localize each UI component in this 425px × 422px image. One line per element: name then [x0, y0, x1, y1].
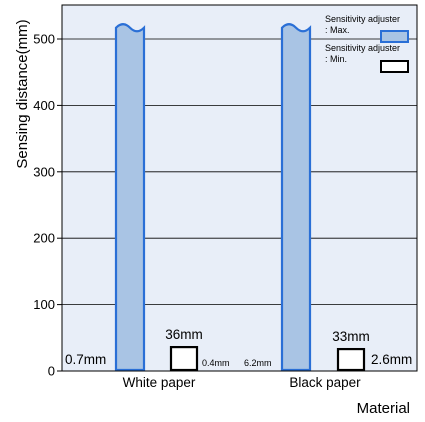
- category-label-0: White paper: [123, 375, 196, 390]
- legend-text: Sensitivity adjuster: [325, 14, 400, 24]
- y-axis-title: Sensing distance(mm): [14, 19, 31, 168]
- bar-min-0: [169, 345, 199, 372]
- black-min-low-label: 2.6mm: [371, 352, 412, 367]
- y-tick-label: 100: [33, 297, 55, 312]
- category-labels: White paper Black paper: [123, 375, 362, 390]
- y-tick-label: 200: [33, 231, 55, 246]
- bar-max-1: [280, 23, 312, 372]
- legend-text: : Min.: [325, 54, 347, 64]
- legend-swatch-1: [380, 60, 409, 73]
- legend-text: : Max.: [325, 25, 350, 35]
- black-max-low-label: 6.2mm: [244, 358, 272, 368]
- bar-max-0: [114, 23, 146, 372]
- data-labels: 36mm 33mm 0.7mm 0.4mm 6.2mm 2.6mm: [65, 327, 412, 368]
- y-axis-ticks: 0 100 200 300 400 500: [33, 32, 62, 379]
- y-tick-label: 500: [33, 32, 55, 47]
- legend: Sensitivity adjuster: Max.Sensitivity ad…: [325, 14, 409, 73]
- y-tick-label: 300: [33, 164, 55, 179]
- white-max-low-label: 0.7mm: [65, 352, 106, 367]
- y-tick-label: 400: [33, 98, 55, 113]
- bar-min-1: [336, 347, 366, 372]
- min-top-label-0: 36mm: [165, 327, 203, 342]
- legend-text: Sensitivity adjuster: [325, 43, 400, 53]
- y-tick-label: 0: [48, 364, 55, 379]
- min-top-label-1: 33mm: [332, 329, 370, 344]
- white-min-low-label: 0.4mm: [202, 358, 230, 368]
- legend-swatch-0: [380, 30, 409, 43]
- plot-frame: [61, 4, 418, 372]
- category-label-1: Black paper: [289, 375, 361, 390]
- bars: [114, 23, 366, 372]
- x-axis-title: Material: [357, 400, 410, 417]
